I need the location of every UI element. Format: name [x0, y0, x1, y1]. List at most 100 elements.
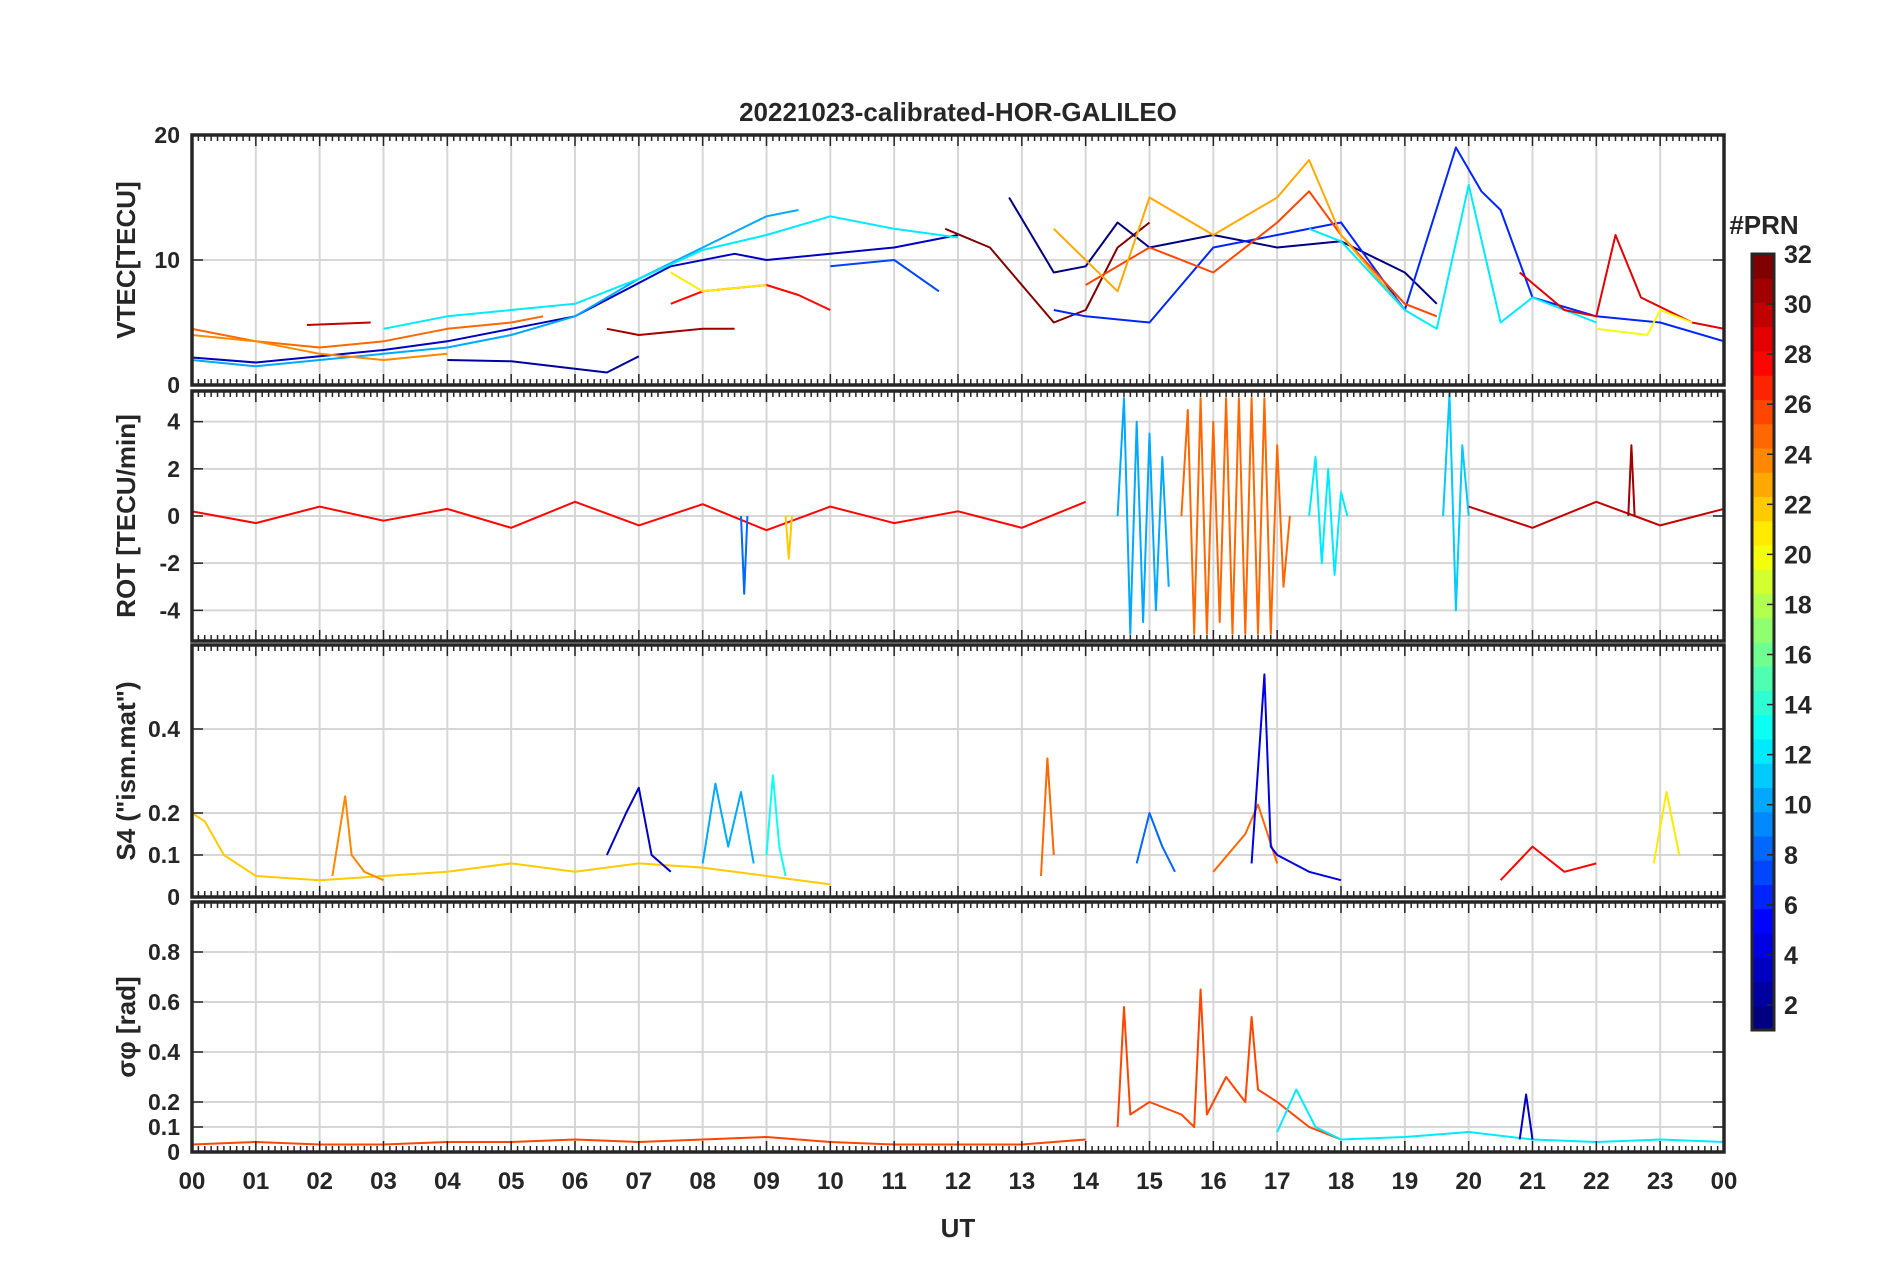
series-line-prn-25	[1040, 757, 1055, 877]
panel-rot: -4 -2 0 2 4 ROT [TECU/min]	[111, 389, 1726, 643]
colorbar-segment	[1752, 714, 1774, 740]
series-line-prn-28	[192, 500, 1087, 532]
colorbar-segment	[1752, 423, 1774, 449]
x-tick-label: 21	[1519, 1168, 1546, 1195]
series-line-prn-8	[1135, 812, 1176, 873]
x-tick-label: 16	[1200, 1168, 1227, 1195]
colorbar-tick-label: 12	[1784, 742, 1812, 770]
series-line-prn-21	[670, 271, 767, 293]
colorbar-tick-label: 6	[1784, 892, 1798, 920]
series-line-prn-32	[944, 221, 1151, 324]
series-line-prn-10	[1116, 397, 1170, 635]
colorbar-tick-label: 20	[1784, 541, 1812, 569]
x-tick-label: 05	[498, 1168, 525, 1195]
y-tick-label: 0	[167, 884, 180, 910]
x-tick-label: 18	[1328, 1168, 1355, 1195]
colorbar-segment	[1752, 472, 1774, 497]
series-line-prn-12	[1276, 1088, 1724, 1143]
panel-frame	[190, 643, 1726, 899]
panel-sigma: 00.10.2 0.4 0.6 0.8 σφ [rad]	[111, 900, 1726, 1165]
colorbar-segment	[1752, 1005, 1774, 1031]
series-line-prn-12	[1308, 456, 1349, 576]
y-tick-label: 0	[167, 372, 180, 398]
colorbar-tick-label: 2	[1784, 992, 1798, 1020]
panel-frame	[190, 389, 1726, 643]
x-tick-label: 04	[434, 1168, 461, 1195]
colorbar-segment	[1752, 399, 1774, 425]
colorbar-segment	[1752, 351, 1774, 376]
x-tick-label: 02	[306, 1168, 333, 1195]
y-tick-label: 10	[154, 247, 180, 273]
x-tick-label: 00	[179, 1168, 206, 1195]
colorbar-frame	[1750, 252, 1776, 1032]
x-tick-label: 01	[242, 1168, 269, 1195]
x-tick-label: 12	[945, 1168, 972, 1195]
colorbar-segment	[1752, 448, 1774, 473]
y-tick-label: 0.1	[148, 842, 180, 868]
series-line-prn-12	[383, 215, 959, 330]
series-line-prn-25	[1212, 803, 1279, 873]
y-tick-label: 2	[167, 456, 180, 482]
colorbar-segment	[1752, 690, 1774, 716]
series-group	[192, 146, 1724, 374]
series-line-prn-10	[192, 209, 799, 368]
panel-vtec: 0 10 20 VTEC[TECU]	[111, 122, 1726, 398]
x-tick-label: 00	[1711, 1168, 1738, 1195]
y-tick-label: 0	[167, 1139, 180, 1165]
panel-frame	[190, 133, 1726, 387]
x-tick-label: 23	[1647, 1168, 1674, 1195]
y-tick-label: 0.2	[148, 1089, 180, 1115]
panel-frame	[190, 900, 1726, 1154]
y-tick-label: 0.1	[148, 1114, 180, 1140]
series-line-prn-26	[1085, 190, 1438, 318]
colorbar-segment	[1752, 569, 1774, 594]
series-line-prn-22	[192, 812, 831, 886]
x-tick-label: 15	[1136, 1168, 1163, 1195]
colorbar-segment	[1752, 763, 1774, 788]
series-group	[192, 673, 1681, 886]
series-line-prn-3	[1518, 1093, 1534, 1140]
x-axis-label: UT	[941, 1213, 976, 1243]
y-tick-label: 4	[167, 409, 180, 435]
colorbar-tick-label: 22	[1784, 491, 1812, 519]
series-line-prn-1	[1008, 196, 1438, 305]
colorbar-tick-label: 18	[1784, 591, 1812, 619]
colorbar-tick-label: 16	[1784, 642, 1812, 670]
colorbar-segment	[1752, 254, 1774, 279]
colorbar-segment	[1752, 981, 1774, 1007]
series-line-prn-11	[1442, 392, 1470, 612]
series-line-prn-30	[306, 321, 371, 326]
x-tick-label: 13	[1008, 1168, 1035, 1195]
series-line-prn-24	[192, 334, 448, 361]
y-tick-label: -2	[160, 550, 180, 576]
series-line-prn-21	[1652, 791, 1681, 864]
series-line-prn-31	[1627, 444, 1636, 517]
colorbar-segment	[1752, 496, 1774, 522]
series-line-prn-2	[447, 355, 640, 374]
y-tick-label: 0.4	[148, 716, 180, 742]
series-line-prn-7	[830, 259, 940, 293]
x-tick-label: 22	[1583, 1168, 1610, 1195]
y-axis-label: ROT [TECU/min]	[111, 414, 141, 618]
colorbar-segment	[1752, 787, 1774, 813]
colorbar-tick-label: 30	[1784, 291, 1812, 319]
series-line-prn-31	[606, 327, 735, 336]
y-tick-label: -4	[160, 597, 181, 623]
colorbar-segment	[1752, 933, 1774, 958]
x-tick-label: 11	[881, 1168, 906, 1195]
colorbar-segment	[1752, 278, 1774, 303]
colorbar-segment	[1752, 642, 1774, 667]
colorbar-segment	[1752, 326, 1774, 352]
x-tick-label: 03	[370, 1168, 397, 1195]
x-tick-label: 09	[753, 1168, 780, 1195]
series-line-prn-10	[701, 782, 755, 864]
y-tick-label: 0.2	[148, 800, 180, 826]
colorbar-segment	[1752, 545, 1774, 570]
colorbar-tick-label: 10	[1784, 792, 1812, 820]
colorbar-label: #PRN	[1729, 210, 1798, 240]
y-tick-label: 0	[167, 503, 180, 529]
x-tick-label: 06	[562, 1168, 589, 1195]
